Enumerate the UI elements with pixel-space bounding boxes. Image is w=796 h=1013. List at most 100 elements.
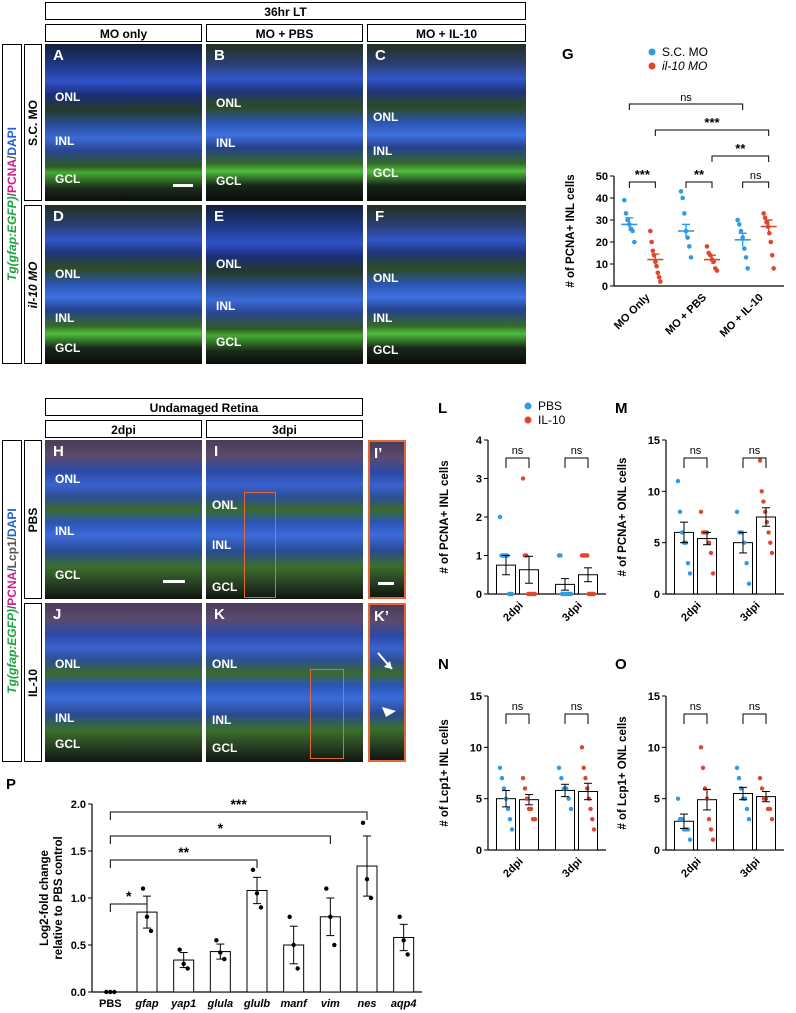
data-point [509,591,515,597]
data-point [762,215,768,221]
chart-l: 0 1 2 3 4 # of PCNA+ INL cells 2dpi ns 3dpi ns PBS… [439,399,606,624]
panel-k-prime-image: K’ [368,603,406,762]
data-point [532,817,538,822]
data-point [704,244,710,249]
panel-k-image: K ONL INL GCL [206,603,363,762]
y-tick-label: 5 [476,794,482,806]
data-point [623,211,629,216]
data-point [761,499,766,504]
data-point [757,458,763,463]
significance-bracket [711,155,770,162]
data-point [509,827,515,832]
y-tick-label: 15 [470,691,482,703]
y-axis-label: # of Lcp1+ INL cells [439,719,451,826]
significance-bracket [654,129,770,136]
scale-bar [173,184,193,187]
bar [555,789,575,851]
panel-p-label: P [6,776,17,793]
data-point [734,509,740,515]
data-point [104,989,109,995]
significance-bracket [109,859,258,868]
data-point [762,509,768,515]
data-point [590,817,595,822]
significance-label: ns [690,445,702,457]
y-tick-label: 0 [654,589,660,601]
significance-bracket [683,713,708,724]
top-header: 36hr LT [45,2,526,20]
x-tick-label: 2dpi [501,856,525,880]
data-point [332,942,337,948]
data-point [583,775,588,781]
x-tick-label: MO Only [612,291,653,332]
data-point [679,530,685,535]
data-point [360,820,366,825]
data-point [655,270,661,276]
data-point [524,796,530,801]
x-tick-label: gfap [134,998,159,1010]
y-tick-label: 50 [596,171,608,183]
y-tick-label: 0 [476,589,482,601]
arrowhead-icon [382,707,396,717]
significance-bracket [109,903,148,912]
significance-bracket [742,457,767,468]
data-point [746,817,752,822]
data-point [558,553,563,558]
data-point [591,591,597,597]
bar [733,793,753,851]
data-point [698,745,704,750]
data-point [761,211,766,216]
data-point [591,827,597,832]
data-point [700,765,706,771]
data-point [706,817,712,822]
data-point [685,827,691,832]
data-point [767,230,772,236]
data-point [675,796,681,801]
significance-bracket [742,713,767,724]
data-point [687,571,693,576]
data-point [764,519,770,525]
y-axis-label: # of PCNA+ INL cells [565,174,577,287]
y-tick-label: 4 [476,435,483,447]
data-point [745,266,750,271]
data-point [622,197,627,203]
col-header-3dpi: 3dpi [206,420,363,438]
x-tick-label: 2dpi [679,600,703,624]
bar [756,516,776,595]
significance-bracket [628,103,744,110]
chart-o: 0 5 10 15 # of Lcp1+ ONL cells 2dpi ns 3dpi ns [617,691,784,880]
data-point [568,591,574,597]
legend-label: S.C. MO [662,45,708,59]
data-point [532,591,538,597]
scale-bar [378,582,394,585]
x-tick-label: 3dpi [738,856,762,880]
x-tick-label: 2dpi [679,856,703,880]
data-point [520,476,526,481]
y-axis-label: Log2-fold change [39,850,51,946]
significance-label: ns [571,445,583,457]
legend-label: IL-10 [538,413,566,427]
data-point [675,478,681,484]
data-point [566,796,571,801]
data-point [218,950,223,955]
data-point [708,827,714,832]
y-tick-label: 0 [602,281,608,293]
arrow-icon [377,652,393,670]
data-point [112,989,117,995]
data-point [656,274,662,280]
data-point [581,765,586,771]
data-point [682,211,687,216]
x-tick-label: 3dpi [560,600,584,624]
significance-label: ** [178,844,189,860]
data-point [522,786,528,791]
y-axis-label: # of PCNA+ INL cells [439,460,451,573]
significance-label: ns [750,170,762,182]
data-point [767,806,773,812]
panel-m-label: M [615,400,628,417]
y-tick-label: 0 [476,845,482,857]
col-header-mo-pbs: MO + PBS [206,24,363,42]
y-tick-label: 3 [476,474,482,486]
scale-bar [163,580,185,583]
row-label-pbs: PBS [24,440,42,599]
data-point [742,246,747,251]
